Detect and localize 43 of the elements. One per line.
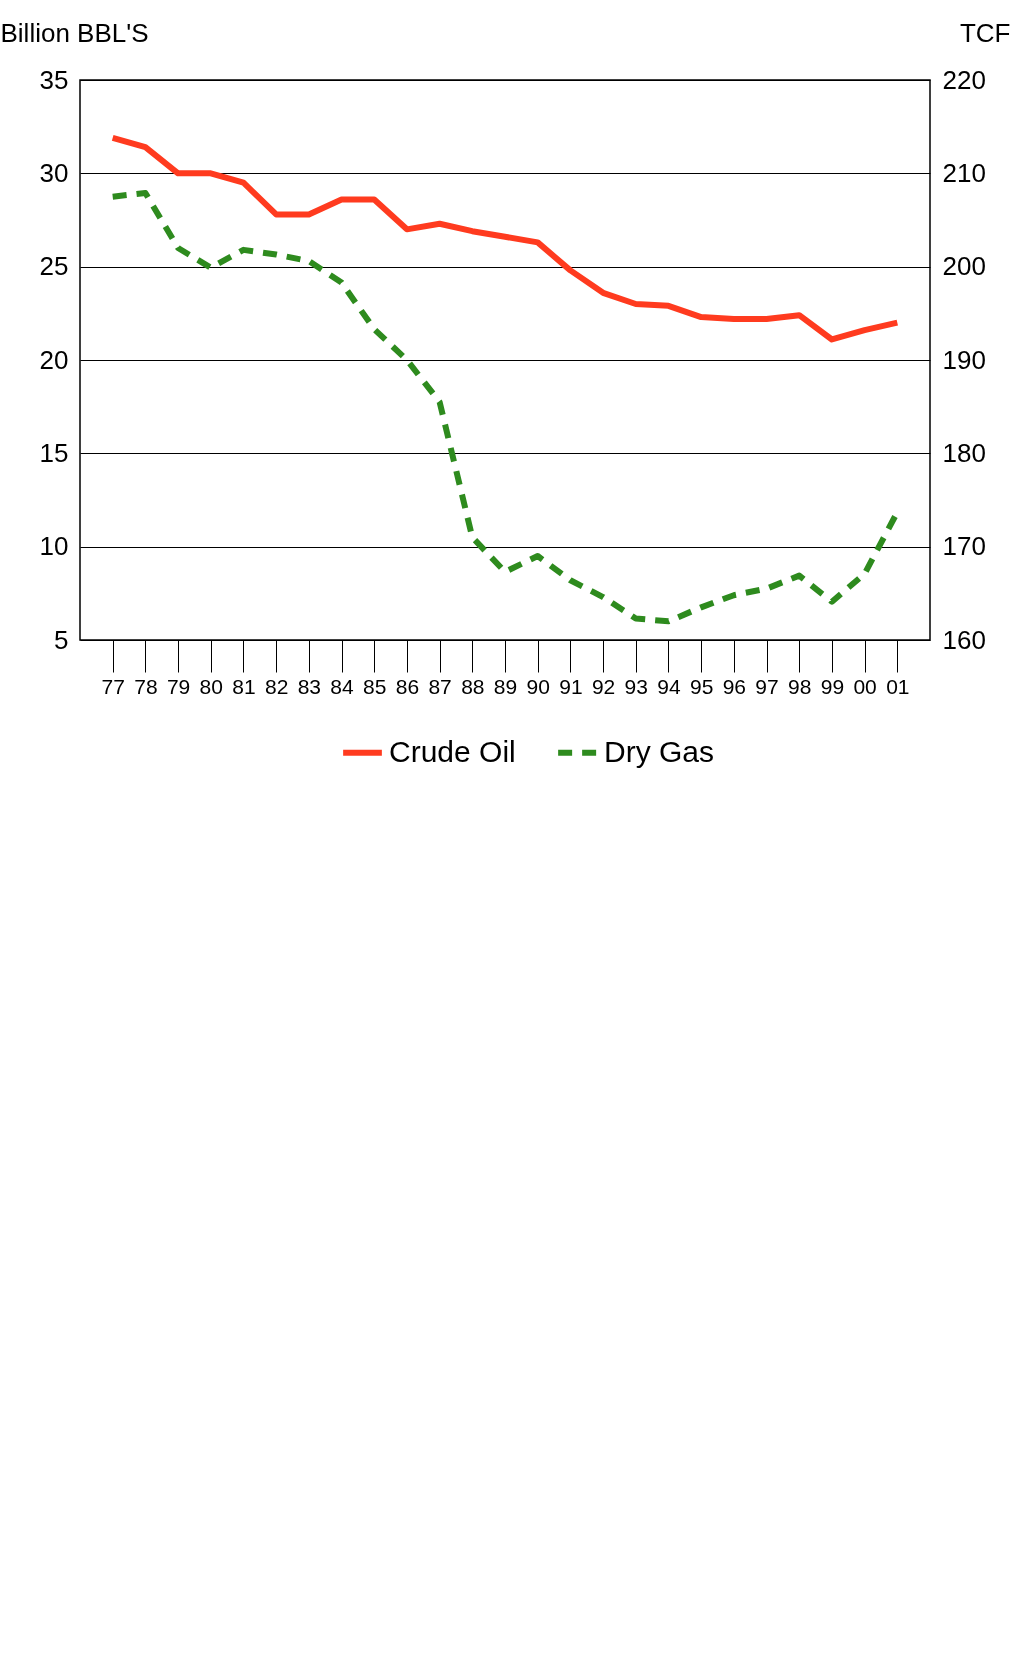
y-tick-label: 20	[39, 344, 69, 375]
x-tick-label: 97	[755, 674, 779, 698]
x-tick-label: 78	[134, 674, 158, 698]
x-tick-label: 91	[559, 674, 583, 698]
x-tick-label: 87	[428, 674, 452, 698]
x-tick-label: 95	[689, 674, 714, 698]
x-tick-label: 96	[722, 674, 747, 698]
x-tick-label: 99	[820, 674, 845, 698]
y-tick-label: 25	[39, 251, 69, 282]
legend-label: Crude Oil	[389, 734, 516, 768]
x-tick-label: 85	[363, 674, 387, 698]
x-tick-label: 98	[788, 674, 812, 698]
y2-tick-label: 200	[942, 251, 986, 282]
y2-axis-title: TCF	[959, 17, 1011, 48]
x-tick-label: 84	[330, 674, 355, 698]
x-tick-label: 89	[493, 674, 518, 698]
x-tick-label: 93	[624, 674, 648, 698]
x-tick-label: 94	[657, 674, 681, 698]
y2-tick-label: 160	[942, 624, 986, 655]
y-tick-label: 35	[39, 64, 69, 95]
y2-tick-label: 190	[942, 344, 986, 375]
y-axis-title: Billion BBL'S	[0, 17, 149, 48]
x-tick-label: 90	[526, 674, 550, 698]
y2-tick-label: 210	[942, 157, 986, 188]
x-tick-label: 80	[199, 674, 223, 698]
y-tick-label: 5	[54, 624, 69, 655]
x-tick-label: 81	[232, 674, 256, 698]
x-tick-label: 83	[297, 674, 322, 698]
x-tick-label: 86	[395, 674, 420, 698]
x-tick-label: 77	[101, 674, 125, 698]
y2-tick-label: 170	[942, 531, 986, 562]
y-tick-label: 10	[39, 531, 69, 562]
y-tick-label: 15	[39, 437, 69, 468]
x-tick-label: 92	[591, 674, 616, 698]
x-tick-label: 82	[264, 674, 289, 698]
x-tick-label: 00	[853, 674, 877, 698]
x-tick-label: 01	[886, 674, 910, 698]
x-tick-label: 79	[166, 674, 191, 698]
x-tick-label: 88	[461, 674, 485, 698]
legend-label: Dry Gas	[604, 734, 715, 768]
y-tick-label: 30	[39, 157, 69, 188]
y2-tick-label: 180	[942, 437, 986, 468]
y2-tick-label: 220	[942, 64, 986, 95]
